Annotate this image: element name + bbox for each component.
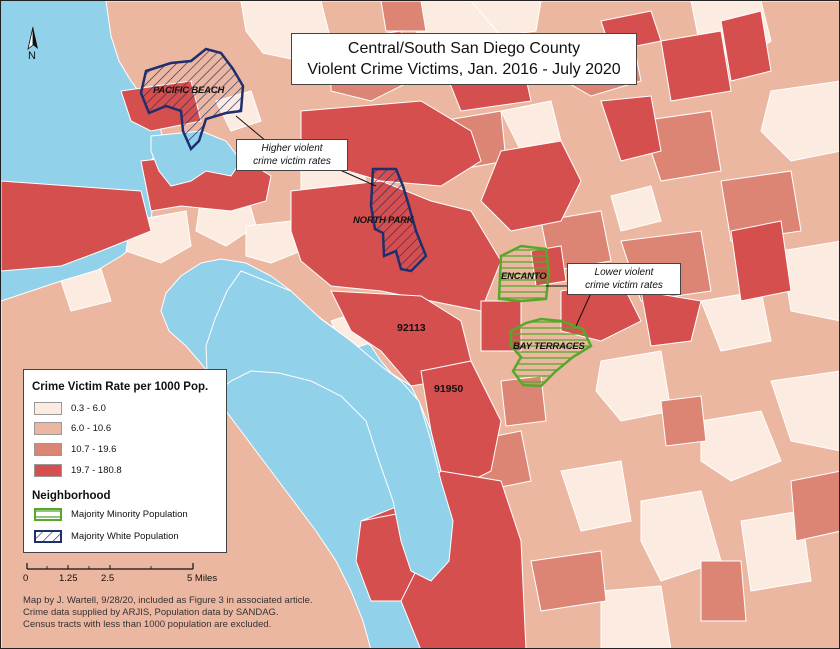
credits-line-2: Crime data supplied by ARJIS, Population… <box>23 607 279 618</box>
label-zip-91950: 91950 <box>434 383 464 395</box>
label-bay-terraces: BAY TERRACES <box>513 341 585 352</box>
callout-lower-text: Lower violent crime victim rates <box>585 267 663 291</box>
legend-neighborhood-title: Neighborhood <box>32 490 111 502</box>
legend-label-minority: Majority Minority Population <box>71 509 188 520</box>
scale-tick-1: 1.25 <box>59 573 78 584</box>
scale-tick-0: 0 <box>23 573 29 584</box>
north-arrow-icon <box>27 26 38 51</box>
credits-line-1: Map by J. Wartell, 9/28/20, included as … <box>23 595 313 606</box>
bay-terraces-outline <box>509 317 593 388</box>
north-label: N <box>28 50 36 62</box>
leader-line-pb <box>235 115 267 142</box>
map-credits: Map by J. Wartell, 9/28/20, included as … <box>23 595 313 631</box>
green-hatched-swatch-icon <box>34 508 62 521</box>
title-line-2: Violent Crime Victims, Jan. 2016 - July … <box>307 61 621 78</box>
scale-bar: 0 1.25 2.5 5 Miles <box>23 561 223 589</box>
credits-line-3: Census tracts with less than 1000 popula… <box>23 619 272 630</box>
legend-swatch-class-3 <box>34 443 62 456</box>
legend-swatch-class-1 <box>34 402 62 415</box>
map-title: Central/South San Diego County Violent C… <box>291 33 637 85</box>
title-line-1: Central/South San Diego County <box>347 40 581 57</box>
callout-higher: Higher violent crime victim rates <box>236 139 348 171</box>
callout-higher-text: Higher violent crime victim rates <box>253 143 331 167</box>
legend-label-class-3: 10.7 - 19.6 <box>71 444 117 455</box>
callout-lower: Lower violent crime victim rates <box>567 263 681 295</box>
legend-label-white: Majority White Population <box>71 531 179 542</box>
legend-label-class-4: 19.7 - 180.8 <box>71 465 122 476</box>
north-arrow: N <box>23 25 43 65</box>
legend-label-class-1: 0.3 - 6.0 <box>71 403 106 414</box>
label-pacific-beach: PACIFIC BEACH <box>153 85 225 96</box>
scale-tick-2: 2.5 <box>101 573 115 584</box>
legend-swatch-class-2 <box>34 422 62 435</box>
scale-bar-ruler <box>26 563 194 570</box>
legend: Crime Victim Rate per 1000 Pop. 0.3 - 6.… <box>23 369 227 553</box>
mission-bay <box>150 130 242 187</box>
tracts-class4 <box>1 10 792 648</box>
legend-swatch-class-4 <box>34 464 62 477</box>
legend-label-class-2: 6.0 - 10.6 <box>71 423 112 434</box>
blue-hatched-swatch-icon <box>34 530 62 543</box>
pacific-beach-outline <box>139 47 245 152</box>
scale-tick-3: 5 Miles <box>187 573 218 584</box>
label-encanto: ENCANTO <box>501 271 547 282</box>
label-north-park: NORTH PARK <box>353 215 414 226</box>
leader-line-bt <box>575 292 592 327</box>
label-zip-92113: 92113 <box>397 322 426 334</box>
north-park-outline <box>369 167 428 273</box>
legend-title: Crime Victim Rate per 1000 Pop. <box>32 381 209 393</box>
